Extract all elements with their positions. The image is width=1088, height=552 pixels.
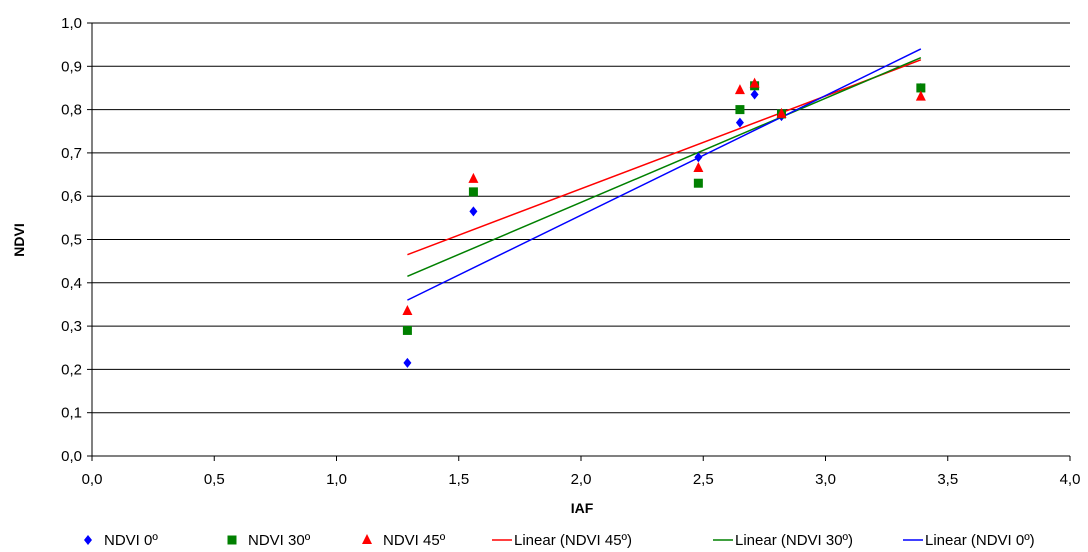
data-point [693,178,703,188]
trendlines [407,48,922,301]
data-point [402,304,413,315]
x-tick-label: 3,0 [815,471,836,488]
trendline [407,56,922,277]
x-tick-label: 1,5 [448,471,469,488]
legend-marker [362,534,372,544]
legend-marker [227,535,237,545]
data-point [735,117,744,128]
data-point [750,89,759,100]
data-point [403,357,412,368]
gridlines [92,22,1070,414]
data-point [915,90,926,101]
data-point [402,325,412,335]
data-point [749,77,760,88]
data-point [776,107,787,118]
trendline [407,59,922,256]
x-tick-label: 2,0 [571,471,592,488]
y-tick-labels: 0,0 0,1 0,2 0,3 0,4 0,5 0,6 0,7 0,8 0,9 1,0 [61,15,82,465]
legend-label: NDVI 30º [248,532,311,549]
trendline [407,48,922,301]
x-tick-label: 2,5 [693,471,714,488]
y-tick-label: 1,0 [61,15,82,32]
y-tick-label: 0,6 [61,188,82,205]
y-tick-label: 0,3 [61,318,82,335]
legend: NDVI 0º NDVI 30º NDVI 45º Linear (NDVI 45º)… [84,532,1035,549]
x-tick-label: 3,5 [937,471,958,488]
y-tick-label: 0,9 [61,58,82,75]
y-tick-label: 0,1 [61,405,82,422]
data-point [734,84,745,95]
x-tick-label: 0,5 [204,471,225,488]
data-point [694,152,703,163]
x-axis-title: IAF [571,500,594,516]
legend-label: Linear (NDVI 0º) [925,532,1035,549]
data-point [468,187,478,197]
x-tick-label: 4,0 [1060,471,1081,488]
x-tick-labels: 0,0 0,5 1,0 1,5 2,0 2,5 3,0 3,5 4,0 [82,471,1081,488]
data-point [916,83,926,93]
data-point [735,105,745,115]
axes [87,22,1071,461]
data-point [469,206,478,217]
legend-label: NDVI 45º [383,532,446,549]
y-tick-label: 0,7 [61,145,82,162]
y-tick-label: 0,5 [61,232,82,249]
y-tick-label: 0,2 [61,361,82,378]
y-tick-label: 0,8 [61,102,82,119]
x-tick-label: 0,0 [82,471,103,488]
legend-label: Linear (NDVI 45º) [514,532,632,549]
x-tick-label: 1,0 [326,471,347,488]
y-axis-title: NDVI [11,223,27,256]
legend-label: NDVI 0º [104,532,158,549]
data-points [402,77,926,368]
data-point [693,162,704,173]
y-tick-label: 0,4 [61,275,82,292]
legend-marker [84,535,92,545]
data-point [468,172,479,183]
legend-label: Linear (NDVI 30º) [735,532,853,549]
y-tick-label: 0,0 [61,448,82,465]
